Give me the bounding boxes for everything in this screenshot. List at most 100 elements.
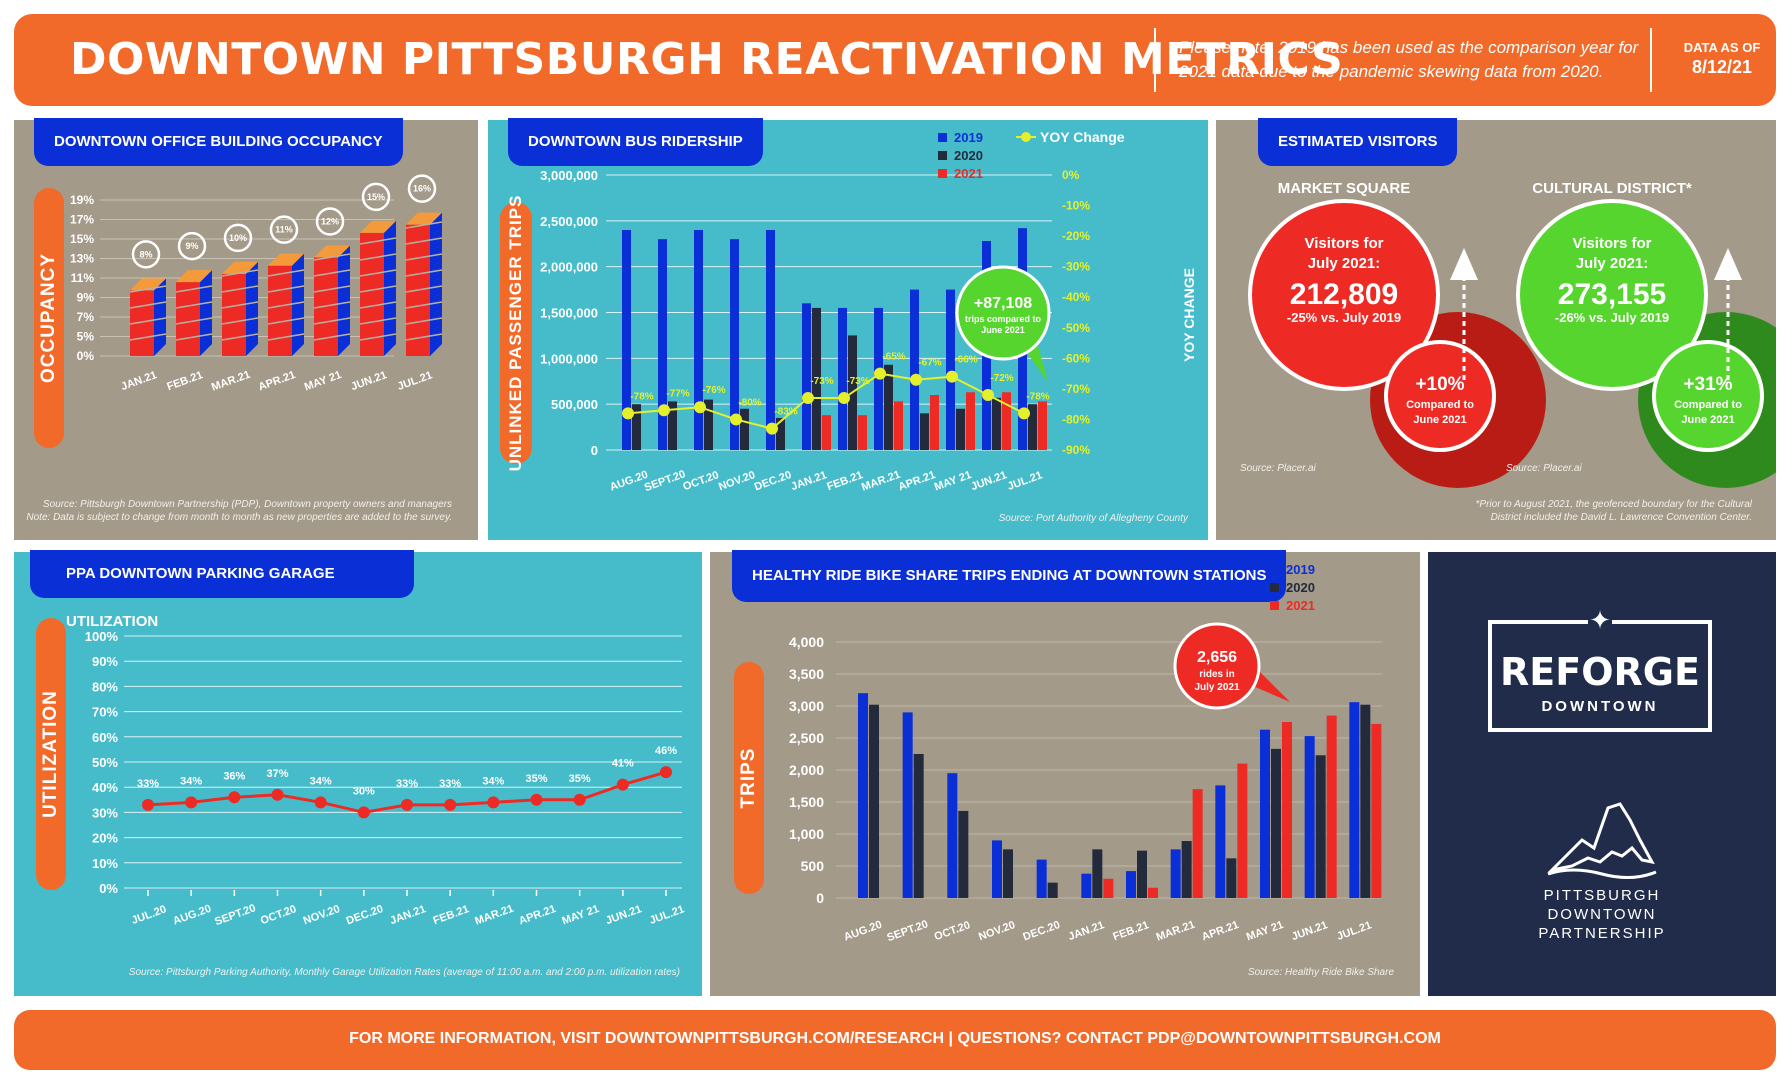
bus-bar-2021 <box>894 401 903 450</box>
bike-source: Source: Healthy Ride Bike Share <box>1247 967 1394 978</box>
occupancy-data-label: 10% <box>229 233 247 243</box>
occupancy-bar-stripe <box>129 285 167 293</box>
occupancy-bar-stripe <box>359 269 397 277</box>
occupancy-y-tick: 19% <box>70 193 94 207</box>
parking-y-tick: 90% <box>92 654 118 669</box>
bus-bar-2019 <box>946 289 955 450</box>
parking-point <box>401 798 413 811</box>
bus-callout-bubble <box>955 265 1051 361</box>
bus-yoy-point <box>802 392 814 405</box>
occupancy-bar-top <box>360 220 396 233</box>
occupancy-y-tick: 5% <box>77 330 95 344</box>
cultural-delta-text: Compared to <box>1674 399 1742 411</box>
occupancy-label-circle <box>407 174 437 203</box>
occupancy-bar-top <box>268 253 304 266</box>
parking-point <box>314 796 327 809</box>
occupancy-bar-stripe <box>267 301 305 309</box>
bike-y-tick: 2,000 <box>789 762 824 778</box>
bus-bar-2020 <box>1028 404 1037 450</box>
bus-chart: 0 500,000 1,000,000 1,500,000 2,000,000 2,500… <box>540 129 1197 494</box>
bike-x-tick: AUG.20 <box>842 919 883 944</box>
occupancy-bar-stripe <box>359 237 397 245</box>
parking-y-tick: 10% <box>92 856 118 871</box>
header-divider <box>1650 28 1652 92</box>
parking-y-tick: 30% <box>92 805 118 820</box>
occupancy-y-tick: 0% <box>77 349 95 363</box>
bike-legend-swatch <box>1270 565 1279 574</box>
bike-x-tick: NOV.20 <box>977 919 1017 943</box>
bus-y2-tick: -90% <box>1062 443 1090 457</box>
occupancy-bar-front <box>176 282 200 356</box>
bus-yoy-point <box>622 407 634 420</box>
occupancy-y-tick: 15% <box>70 232 94 246</box>
market-arrow-up-icon <box>1450 248 1478 280</box>
bike-bar-2020 <box>1047 882 1058 898</box>
bus-y2-label: YOY CHANGE <box>1181 268 1197 362</box>
parking-y-tick: 20% <box>92 831 118 846</box>
occupancy-label-circle <box>177 231 207 261</box>
occupancy-bar-stripe <box>267 285 305 293</box>
parking-point <box>357 806 370 819</box>
bus-axis-label: UNLINKED PASSENGER TRIPS <box>500 195 532 471</box>
market-heading: MARKET SQUARE <box>1278 180 1411 197</box>
occupancy-bar-side <box>246 261 258 356</box>
bike-callout-bubble <box>1173 622 1261 710</box>
occupancy-bar-stripe <box>267 317 305 325</box>
data-as-of: DATA AS OF 8/12/21 <box>1678 40 1766 78</box>
bike-x-tick: APR.21 <box>1200 919 1240 943</box>
occupancy-bar-side <box>200 270 212 356</box>
bike-x-tick: JAN.21 <box>1067 919 1106 943</box>
bike-bar-2019 <box>947 773 958 898</box>
cultural-vs: -26% vs. July 2019 <box>1555 310 1669 325</box>
bus-yoy-point <box>730 413 742 426</box>
bus-bar-2020 <box>884 364 893 450</box>
occupancy-bar-stripe <box>405 237 443 245</box>
occupancy-data-label: 16% <box>413 184 431 194</box>
market-value: 212,809 <box>1290 278 1398 311</box>
bike-axis-label: TRIPS <box>734 662 764 894</box>
bike-bar-2020 <box>869 704 879 898</box>
bus-x-tick: APR.21 <box>897 469 937 493</box>
bus-yoy-point <box>910 373 922 386</box>
bus-yoy-point <box>694 401 706 414</box>
visitors-panel: ESTIMATED VISITORS MARKET SQUARE Visitors… <box>1216 118 1776 540</box>
bus-yoy-label: -80% <box>738 397 761 408</box>
cultural-line1: Visitors for <box>1573 235 1652 252</box>
bus-legend-swatch <box>938 151 947 160</box>
bike-bar-2019 <box>1260 729 1270 898</box>
header-divider <box>1154 28 1156 92</box>
bus-yoy-label: -67% <box>918 358 941 369</box>
occupancy-bar-stripe <box>405 269 443 277</box>
bus-legend-label: 2020 <box>954 148 983 163</box>
bus-bar-2020 <box>776 417 785 450</box>
bike-bar-2020 <box>1137 850 1147 898</box>
bus-yoy-label: -66% <box>954 355 977 366</box>
occupancy-bar-stripe <box>313 301 351 309</box>
parking-point <box>573 793 586 806</box>
bike-x-tick: JUL.21 <box>1335 919 1373 943</box>
bike-bar-2021 <box>1148 887 1158 898</box>
pdp-skyline-icon <box>1547 802 1657 879</box>
bike-x-tick: DEC.20 <box>1021 919 1061 943</box>
bus-yoy-label: -83% <box>774 407 797 418</box>
bike-bar-2020 <box>1315 755 1326 898</box>
occupancy-chart: 0% 5% 7% 9% 11% 13% 15% 17% 19% 8% JAN.21 9% FEB.21 1… <box>70 174 443 394</box>
occupancy-title: DOWNTOWN OFFICE BUILDING OCCUPANCY <box>34 118 403 166</box>
bike-bar-2019 <box>1036 859 1047 898</box>
bus-callout-text: June 2021 <box>981 325 1025 335</box>
parking-point <box>444 798 457 811</box>
bus-yoy-point <box>874 367 886 380</box>
parking-point <box>660 766 672 779</box>
bus-bar-2019 <box>766 230 775 450</box>
occupancy-bar-stripe <box>359 285 397 293</box>
reforge-subtext: DOWNTOWN <box>1541 698 1659 715</box>
parking-x-tick: JUL.20 <box>130 903 168 927</box>
bus-bar-2020 <box>632 404 641 450</box>
bus-x-tick: MAR.21 <box>860 469 902 494</box>
market-line2: July 2021: <box>1308 255 1381 272</box>
parking-x-tick: DEC.20 <box>345 903 385 927</box>
bus-x-tick: FEB.21 <box>825 469 864 493</box>
bus-bar-2021 <box>858 415 867 450</box>
bus-bar-2019 <box>910 289 919 450</box>
occupancy-bar-stripe <box>313 317 351 325</box>
